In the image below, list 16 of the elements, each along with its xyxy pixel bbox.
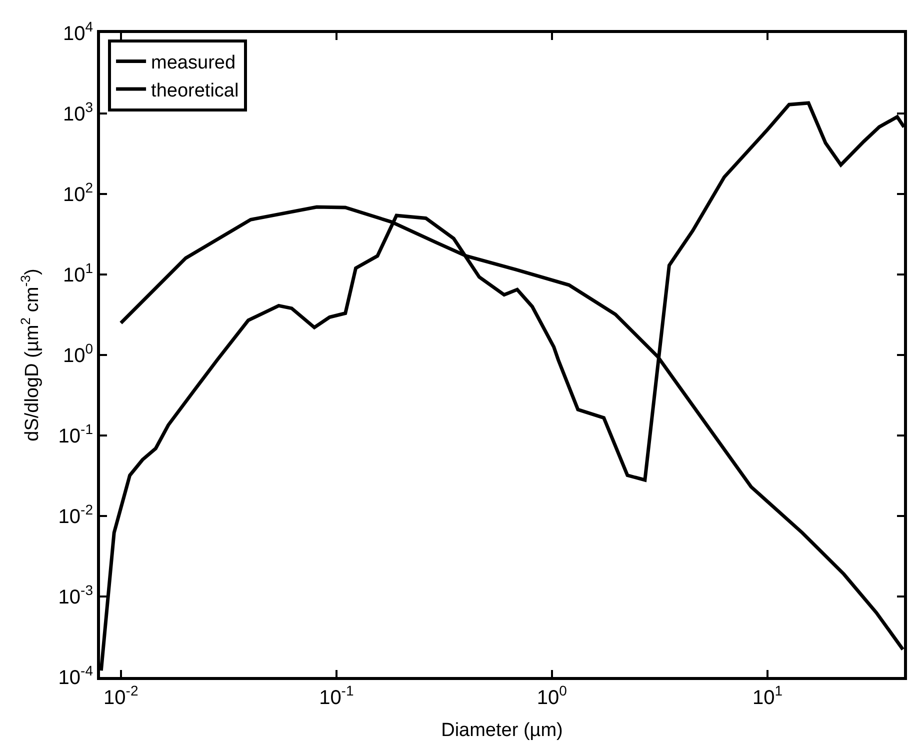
y-tick-label: 10$^{0}$ [62, 340, 94, 367]
y-tick-label: 10$^{3}$ [62, 99, 94, 126]
x-tick-label: 10$^{-2}$ [104, 682, 138, 709]
y-tick-label: 10$^{-1}$ [58, 421, 94, 448]
x-tick-label: 10$^{0}$ [536, 682, 568, 709]
y-tick-label: 10$^{4}$ [62, 18, 94, 45]
y-tick-label: 10$^{1}$ [62, 260, 94, 286]
legend-label: measured [151, 52, 236, 74]
x-tick-label: 10$^{-1}$ [319, 682, 354, 709]
y-tick-label: 10$^{-2}$ [58, 502, 94, 528]
y-tick-label: 10$^{-4}$ [58, 662, 94, 689]
y-tick-label: 10$^{-3}$ [58, 582, 94, 608]
y-tick-label: 10$^{2}$ [62, 180, 94, 206]
x-axis-title: Diameter (µm) [441, 720, 563, 741]
x-tick-label: 10$^{1}$ [752, 682, 783, 709]
legend-label: theoretical [151, 80, 239, 102]
